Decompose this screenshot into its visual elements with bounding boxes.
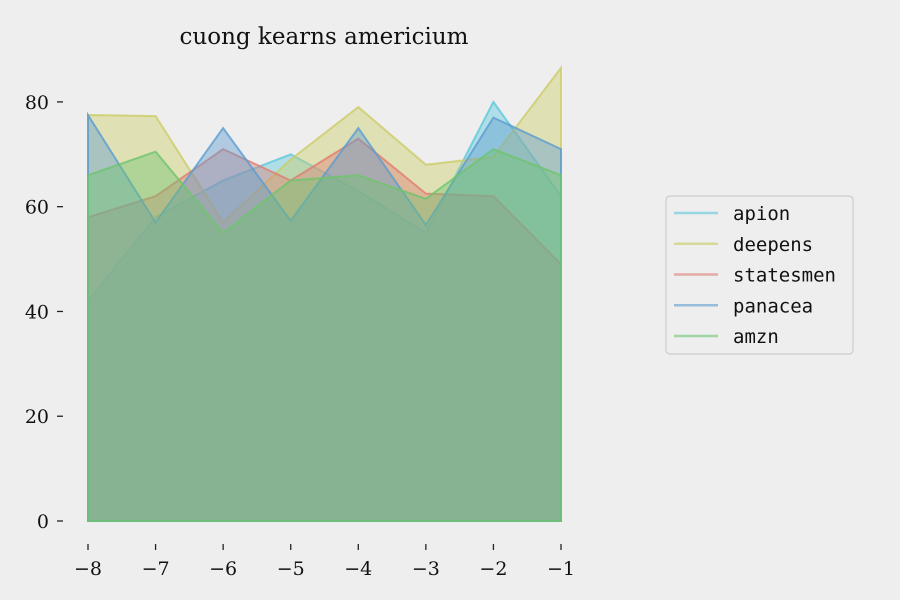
area-series-group xyxy=(87,64,562,522)
legend-label-panacea: panacea xyxy=(733,295,813,317)
chart-title: cuong kearns americium xyxy=(180,24,469,50)
x-tick-label: −4 xyxy=(344,558,372,580)
y-tick-label: 80 xyxy=(25,92,49,114)
y-tick-label: 20 xyxy=(25,406,49,428)
legend-label-statesmen: statesmen xyxy=(733,265,836,287)
area-series-amzn xyxy=(87,147,562,522)
x-tick-label: −6 xyxy=(209,558,237,580)
legend-label-deepens: deepens xyxy=(733,234,813,256)
legend-label-amzn: amzn xyxy=(733,326,779,348)
x-tick-label: −1 xyxy=(547,558,575,580)
x-tick-label: −2 xyxy=(479,558,507,580)
legend: apion deepens statesmen panacea amzn xyxy=(665,195,854,355)
x-tick-label: −7 xyxy=(142,558,170,580)
x-tick-label: −5 xyxy=(277,558,305,580)
y-tick-label: 0 xyxy=(37,511,49,533)
y-axis: 0 20 40 60 80 xyxy=(25,92,63,533)
legend-frame xyxy=(665,195,854,355)
y-tick-label: 60 xyxy=(25,197,49,219)
legend-label-apion: apion xyxy=(733,203,790,225)
y-tick-label: 40 xyxy=(25,301,49,323)
x-tick-label: −3 xyxy=(412,558,440,580)
x-tick-label: −8 xyxy=(74,558,102,580)
x-axis: −8 −7 −6 −5 −4 −3 −2 −1 xyxy=(74,544,575,580)
